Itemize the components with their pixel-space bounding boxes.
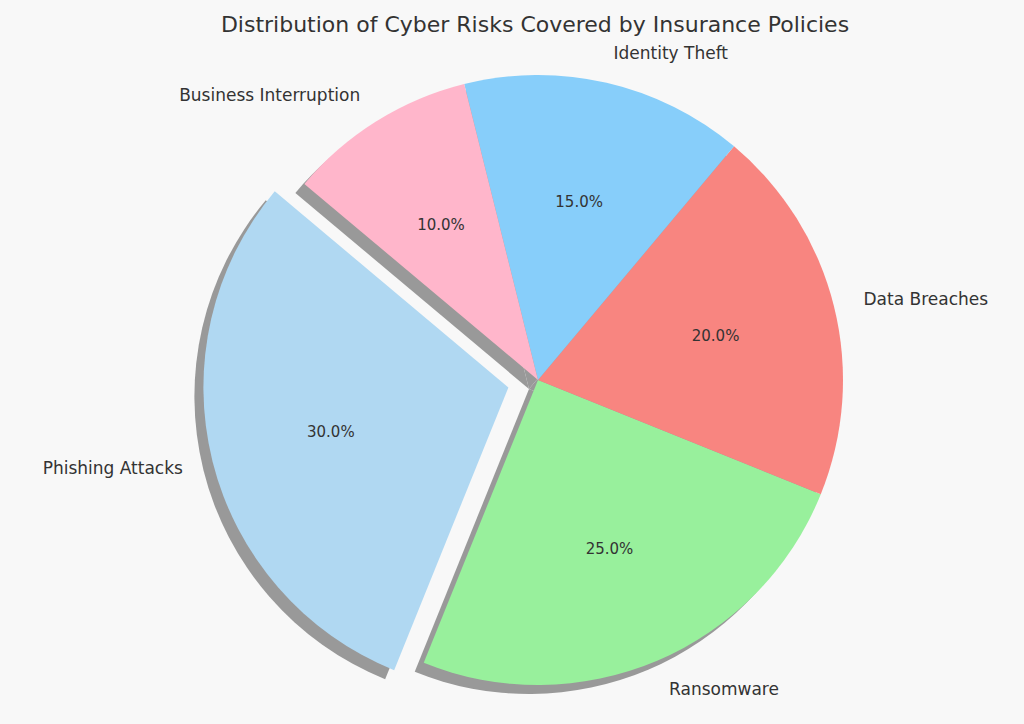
chart: Distribution of Cyber Risks Covered by I… xyxy=(0,0,1024,724)
data-label: 10.0% xyxy=(417,216,465,234)
data-label: 25.0% xyxy=(586,540,634,558)
category-label: Ransomware xyxy=(669,679,779,699)
category-label: Phishing Attacks xyxy=(43,458,183,478)
data-label: 15.0% xyxy=(555,193,603,211)
pie-slice xyxy=(304,84,538,380)
category-label: Data Breaches xyxy=(864,289,989,309)
category-label: Identity Theft xyxy=(613,43,728,63)
category-label: Business Interruption xyxy=(179,85,360,105)
chart-title: Distribution of Cyber Risks Covered by I… xyxy=(221,12,849,37)
background xyxy=(0,0,1024,724)
data-labels: 30.0% 25.0% 20.0% 15.0% 10.0% xyxy=(307,193,739,558)
data-label: 20.0% xyxy=(692,327,740,345)
category-labels: Phishing Attacks Ransomware Data Breaches I… xyxy=(43,43,989,699)
data-label: 30.0% xyxy=(307,423,355,441)
pie: Phishing Attacks Ransomware Data Breaches I… xyxy=(43,43,989,699)
slices xyxy=(203,75,843,685)
